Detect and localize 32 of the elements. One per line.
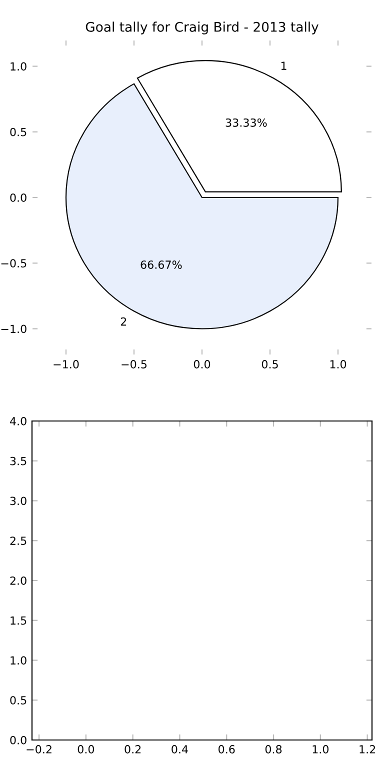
x-tick-label: −0.5: [122, 360, 147, 368]
y-tick-label: −0.5: [1, 259, 26, 268]
y-tick-label: 2.0: [10, 576, 26, 585]
y-tick-label: 0.5: [10, 128, 26, 136]
x-tick-label: 1.0: [312, 745, 329, 754]
y-tick-label: 0.0: [10, 736, 26, 744]
slice-label: 1: [281, 62, 286, 70]
y-tick-label: 0.5: [10, 696, 26, 705]
x-tick-label: 1.0: [330, 360, 346, 368]
y-tick-label: 3.0: [10, 496, 26, 506]
data-label: 66.67%: [140, 260, 182, 269]
slice-label: 2: [120, 317, 126, 326]
data-label: 33.33%: [226, 118, 267, 127]
x-tick-label: 0.0: [78, 745, 94, 754]
y-tick-label: −1.0: [1, 324, 26, 334]
x-tick-label: −1.0: [54, 360, 79, 368]
chart-title: Goal tally for Craig Bird - 2013 tally: [86, 22, 318, 34]
y-tick-label: 1.5: [10, 616, 26, 625]
x-tick-label: 0.8: [265, 745, 282, 754]
y-tick-label: 1.0: [10, 62, 26, 71]
x-tick-label: 0.2: [124, 745, 141, 754]
x-tick-label: 0.5: [262, 360, 278, 368]
x-tick-label: 1.2: [360, 745, 376, 754]
y-tick-label: 1.0: [10, 656, 26, 665]
y-tick-label: 3.5: [10, 456, 26, 466]
x-tick-label: −0.2: [26, 745, 52, 754]
y-tick-label: 0.0: [10, 193, 26, 202]
x-tick-label: 0.0: [194, 360, 210, 368]
x-tick-label: 0.6: [218, 745, 235, 754]
y-tick-label: 4.0: [10, 416, 26, 426]
x-tick-label: 0.4: [172, 745, 188, 754]
y-tick-label: 2.5: [10, 536, 26, 546]
